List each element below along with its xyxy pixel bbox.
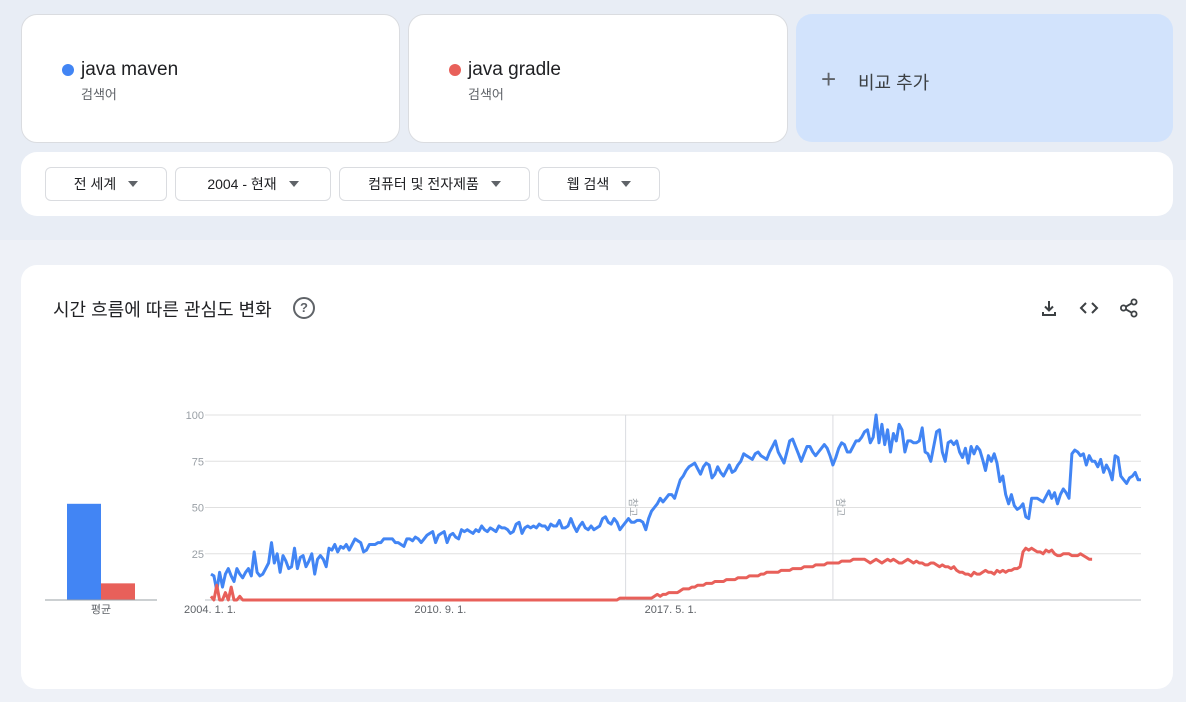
average-label: 평균 xyxy=(91,603,111,616)
y-tick-label: 75 xyxy=(192,456,204,468)
average-bar xyxy=(101,583,135,600)
term-card-java-gradle[interactable]: java gradle 검색어 xyxy=(408,14,788,143)
time-range-filter-dropdown[interactable]: 2004 - 현재 xyxy=(175,167,331,201)
term-name: java maven xyxy=(81,59,179,80)
filter-label: 웹 검색 xyxy=(566,176,610,192)
series-color-dot xyxy=(449,64,461,76)
dropdown-caret-icon xyxy=(621,181,632,187)
filter-label: 전 세계 xyxy=(73,176,117,192)
region-filter-dropdown[interactable]: 전 세계 xyxy=(45,167,167,201)
help-icon[interactable]: ? xyxy=(293,297,315,319)
dropdown-caret-icon xyxy=(128,181,139,187)
x-tick-label: 2004. 1. 1. xyxy=(184,604,236,616)
share-icon[interactable] xyxy=(1119,298,1139,318)
term-title-row: java maven xyxy=(62,59,178,81)
plus-icon: + xyxy=(821,64,837,94)
average-bar xyxy=(67,503,101,600)
download-icon[interactable] xyxy=(1039,298,1059,318)
dropdown-caret-icon xyxy=(288,181,299,187)
category-filter-dropdown[interactable]: 컴퓨터 및 전자제품 xyxy=(339,167,530,201)
x-tick-label: 2010. 9. 1. xyxy=(414,604,466,616)
dropdown-caret-icon xyxy=(490,181,501,187)
series-line xyxy=(210,413,1141,593)
y-tick-label: 100 xyxy=(186,410,204,422)
y-tick-label: 25 xyxy=(192,549,204,561)
filter-label: 2004 - 현재 xyxy=(207,176,277,192)
x-tick-label: 2017. 5. 1. xyxy=(645,604,697,616)
add-comparison-button[interactable]: + 비교 추가 xyxy=(796,14,1173,142)
series-color-dot xyxy=(62,64,74,76)
note-label: 참고 xyxy=(627,498,639,516)
interest-line-chart: 100 75 50 25 평균 참고 참고 2004. 1. 1. 2010. 9. 1.… xyxy=(45,410,1141,616)
term-type: 검색어 xyxy=(468,87,504,102)
add-comparison-label: 비교 추가 xyxy=(858,73,930,93)
series-line xyxy=(209,546,1093,602)
interest-over-time-card: 시간 흐름에 따른 관심도 변화 ? 100 75 50 25 평균 참고 참고 200… xyxy=(21,265,1173,689)
y-tick-label: 50 xyxy=(192,503,204,515)
term-type: 검색어 xyxy=(81,87,117,102)
search-type-filter-dropdown[interactable]: 웹 검색 xyxy=(538,167,660,201)
embed-icon[interactable] xyxy=(1079,298,1099,318)
term-title-row: java gradle xyxy=(449,59,561,81)
term-card-java-maven[interactable]: java maven 검색어 xyxy=(21,14,400,143)
chart-title: 시간 흐름에 따른 관심도 변화 xyxy=(53,300,272,320)
filter-label: 컴퓨터 및 전자제품 xyxy=(368,176,479,192)
filter-bar: 전 세계 2004 - 현재 컴퓨터 및 전자제품 웹 검색 xyxy=(21,152,1173,216)
note-label: 참고 xyxy=(834,498,846,516)
term-name: java gradle xyxy=(468,59,561,80)
